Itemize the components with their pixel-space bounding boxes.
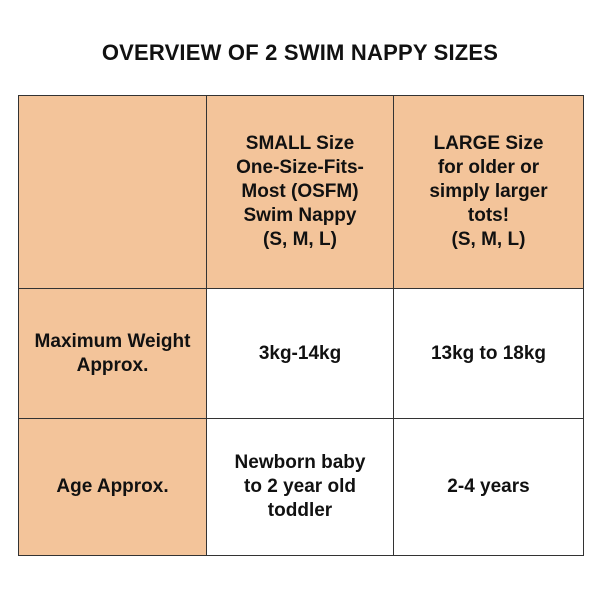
cell-age-large: 2-4 years [393, 418, 584, 556]
column-header-small: SMALL Size One-Size-Fits- Most (OSFM) Sw… [206, 95, 394, 289]
page-title: OVERVIEW OF 2 SWIM NAPPY SIZES [101, 40, 499, 65]
cell-weight-small: 3kg-14kg [206, 288, 394, 419]
cell-weight-large: 13kg to 18kg [393, 288, 584, 419]
table-row: Maximum Weight Approx. 3kg-14kg 13kg to … [18, 288, 584, 419]
column-header-large: LARGE Size for older or simply larger to… [393, 95, 584, 289]
size-comparison-table: SMALL Size One-Size-Fits- Most (OSFM) Sw… [18, 95, 584, 556]
row-label-age: Age Approx. [18, 418, 207, 556]
table-header-row: SMALL Size One-Size-Fits- Most (OSFM) Sw… [18, 95, 584, 289]
cell-age-small: Newborn baby to 2 year old toddler [206, 418, 394, 556]
table-corner-cell [18, 95, 207, 289]
table-row: Age Approx. Newborn baby to 2 year old t… [18, 418, 584, 556]
row-label-weight: Maximum Weight Approx. [18, 288, 207, 419]
